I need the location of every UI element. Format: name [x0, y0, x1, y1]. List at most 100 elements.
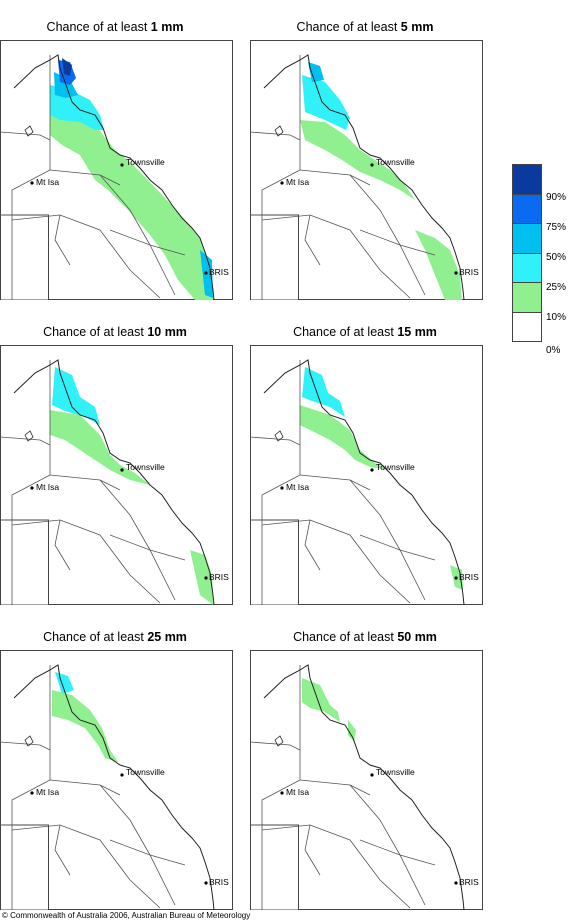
district-border: [49, 779, 176, 906]
place-dot: [280, 486, 284, 490]
district-border: [250, 131, 301, 141]
rainfall-region: [62, 58, 72, 76]
district-border: [0, 436, 51, 446]
gulf-island: [24, 430, 34, 442]
district-border: [299, 779, 426, 906]
map-10mm: Townsville Mt Isa BRIS: [0, 345, 233, 605]
copyright-credit: © Commonwealth of Australia 2006, Austra…: [2, 911, 251, 920]
district-border: [11, 519, 161, 604]
district-border: [304, 519, 321, 571]
legend-label-25: 25%: [546, 282, 567, 293]
gulf-island: [24, 735, 34, 747]
district-border: [109, 534, 186, 561]
district-border: [304, 824, 321, 876]
place-dot: [454, 576, 458, 580]
district-border: [99, 174, 121, 186]
label-bris: BRIS: [209, 572, 229, 582]
district-border: [250, 436, 301, 446]
gulf-island: [274, 430, 284, 442]
label-townsville: Townsville: [126, 462, 165, 472]
district-border: [0, 131, 51, 141]
place-dot: [120, 163, 124, 167]
panel-title-1mm: Chance of at least 1 mm: [46, 20, 184, 34]
label-bris: BRIS: [459, 267, 479, 277]
legend-label-75: 75%: [546, 222, 567, 233]
district-border: [11, 214, 161, 299]
district-border: [359, 534, 436, 561]
label-townsville: Townsville: [376, 462, 415, 472]
gulf-island: [24, 125, 34, 137]
label-townsville: Townsville: [376, 157, 415, 167]
district-border: [349, 784, 371, 796]
panel-title-50mm: Chance of at least 50 mm: [293, 630, 437, 644]
district-border: [49, 169, 176, 296]
rainfall-region: [52, 690, 118, 762]
district-border: [99, 479, 121, 491]
legend: 90% 75% 50% 25% 10% 0%: [512, 164, 566, 356]
label-mt-isa: Mt Isa: [36, 177, 60, 187]
place-dot: [454, 271, 458, 275]
district-border: [109, 229, 186, 256]
panel-title-25mm: Chance of at least 25 mm: [43, 630, 187, 644]
label-mt-isa: Mt Isa: [286, 787, 310, 797]
map-svg: [250, 345, 483, 605]
map-svg: [250, 650, 483, 910]
gulf-island: [274, 735, 284, 747]
district-border: [261, 665, 301, 910]
place-dot: [204, 271, 208, 275]
label-bris: BRIS: [459, 572, 479, 582]
map-15mm: Townsville Mt Isa BRIS: [250, 345, 483, 605]
place-dot: [280, 181, 284, 185]
place-dot: [30, 791, 34, 795]
gulf-island: [274, 125, 284, 137]
label-townsville: Townsville: [126, 157, 165, 167]
district-border: [299, 474, 426, 601]
rainfall-region: [50, 110, 213, 300]
district-border: [99, 784, 121, 796]
panel-title-15mm: Chance of at least 15 mm: [293, 325, 437, 339]
rainfall-region: [308, 62, 324, 82]
district-border: [349, 174, 371, 186]
coastline: [13, 664, 215, 910]
district-border: [261, 214, 411, 299]
inset-box: [250, 214, 299, 300]
legend-label-10: 10%: [546, 312, 567, 323]
legend-swatch-10: [512, 282, 542, 313]
district-border: [261, 360, 301, 605]
inset-box: [250, 519, 299, 605]
place-dot: [370, 163, 374, 167]
label-bris: BRIS: [459, 877, 479, 887]
legend-swatch-50: [512, 223, 542, 254]
rainfall-region: [348, 720, 356, 742]
legend-swatch-25: [512, 252, 542, 283]
district-border: [349, 479, 371, 491]
legend-label-0: 0%: [546, 345, 561, 356]
map-svg: [0, 345, 233, 605]
rainfall-region: [302, 75, 350, 130]
coastline: [13, 359, 215, 605]
label-bris: BRIS: [209, 267, 229, 277]
legend-swatch-90: [512, 164, 542, 195]
rainfall-region: [300, 120, 415, 200]
rainfall-region: [300, 405, 390, 470]
inset-box: [0, 214, 49, 300]
place-dot: [280, 791, 284, 795]
district-border: [11, 665, 51, 910]
district-border: [261, 824, 411, 909]
label-bris: BRIS: [209, 877, 229, 887]
inset-box: [0, 519, 49, 605]
inset-box: [0, 824, 49, 910]
legend-label-90: 90%: [546, 192, 567, 203]
district-border: [261, 55, 301, 300]
place-dot: [204, 881, 208, 885]
map-1mm: Townsville Mt Isa BRIS: [0, 40, 233, 300]
district-border: [304, 214, 321, 266]
rainfall-region: [415, 230, 462, 300]
panel-title-5mm: Chance of at least 5 mm: [296, 20, 434, 34]
label-mt-isa: Mt Isa: [36, 787, 60, 797]
coastline: [263, 359, 465, 605]
district-border: [11, 824, 161, 909]
label-townsville: Townsville: [126, 767, 165, 777]
panel-title-10mm: Chance of at least 10 mm: [43, 325, 187, 339]
rainfall-region: [52, 367, 100, 425]
